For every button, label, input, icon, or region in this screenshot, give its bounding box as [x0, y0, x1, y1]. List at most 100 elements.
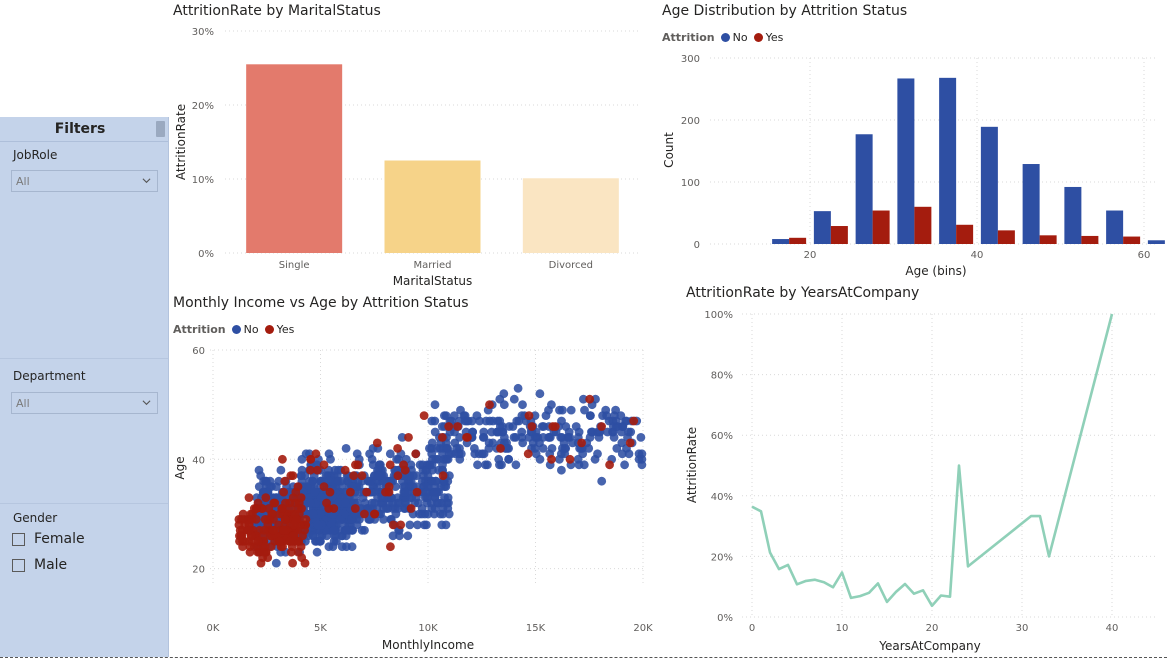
point-yes: [384, 482, 394, 491]
point-yes: [419, 411, 429, 420]
point-yes: [293, 482, 303, 491]
point-no: [312, 547, 322, 557]
point-yes: [300, 558, 310, 568]
point-yes: [437, 433, 447, 442]
point-yes: [296, 493, 306, 502]
y-axis-title: Age: [173, 456, 187, 479]
point-no: [603, 427, 612, 437]
y-axis-title: Count: [662, 132, 676, 168]
x-tick-label: 40: [1106, 623, 1119, 634]
scatter-legend-yes: Yes: [276, 323, 295, 336]
point-yes: [261, 493, 271, 502]
bar-yes: [914, 206, 932, 244]
point-no: [360, 525, 369, 535]
point-yes: [278, 454, 287, 464]
point-no: [565, 433, 575, 442]
point-no: [334, 476, 343, 486]
age-legend-no: No: [732, 31, 748, 44]
point-no: [408, 471, 418, 481]
point-yes: [393, 444, 402, 453]
point-yes: [485, 400, 494, 410]
point-no: [315, 509, 324, 519]
point-no: [470, 444, 479, 453]
point-no: [430, 427, 440, 437]
point-no: [326, 454, 335, 464]
point-no: [400, 487, 410, 497]
point-yes: [462, 433, 471, 442]
x-tick-label: 60: [1138, 250, 1151, 261]
point-no: [636, 433, 646, 442]
point-yes: [288, 471, 298, 481]
point-yes: [360, 509, 369, 519]
point-yes: [322, 498, 331, 508]
y-tick-label: 100%: [704, 310, 733, 321]
point-no: [509, 394, 519, 404]
jobrole-dropdown[interactable]: All: [11, 170, 158, 192]
point-no: [524, 433, 534, 442]
filters-title: Filters: [54, 121, 106, 137]
y-tick-label: 40%: [711, 492, 733, 503]
point-no: [423, 509, 433, 519]
point-no: [276, 465, 286, 475]
point-no: [425, 460, 435, 470]
y-tick-label: 60%: [711, 431, 733, 442]
bar-yes: [789, 237, 807, 244]
filter-scrollbar[interactable]: [156, 121, 165, 137]
bar-married: [384, 160, 481, 253]
x-tick-label: 20: [804, 250, 817, 261]
point-no: [557, 416, 566, 426]
y-tick-label: 20: [192, 565, 205, 576]
years-line-chart: 0% 20% 40% 60% 80% 100% 0 10 20 30 40 YearsAtCompan…: [685, 310, 1155, 653]
point-yes: [399, 460, 408, 470]
bar-no: [1064, 186, 1082, 244]
male-checkbox[interactable]: [12, 559, 25, 572]
y-tick-label: 100: [681, 178, 700, 189]
point-yes: [350, 504, 360, 513]
point-no: [610, 411, 619, 420]
x-axis-title: Age (bins): [905, 264, 966, 278]
age-legend-yes: Yes: [765, 31, 784, 44]
point-no: [271, 558, 281, 568]
scatter-chart-title: Monthly Income vs Age by Attrition Statu…: [173, 295, 469, 311]
point-no: [403, 531, 413, 541]
point-no: [374, 471, 383, 481]
point-yes: [279, 487, 288, 497]
female-checkbox[interactable]: [12, 533, 25, 546]
point-no: [329, 525, 339, 535]
point-yes: [234, 520, 244, 530]
point-no: [547, 400, 556, 410]
bar-no: [897, 78, 915, 245]
point-yes: [306, 465, 315, 475]
x-tick-label: Married: [413, 260, 451, 271]
age-chart-title: Age Distribution by Attrition Status: [662, 3, 908, 19]
point-yes: [269, 498, 279, 508]
bar-yes: [997, 230, 1015, 244]
gender-label: Gender: [13, 511, 58, 525]
point-yes: [412, 487, 422, 497]
age-histogram: 0 100 200 300 20 40 60 Age (bins) Count: [662, 54, 1165, 278]
bar-no: [855, 134, 873, 244]
gender-section-divider: [0, 503, 168, 504]
point-yes: [289, 520, 299, 530]
jobrole-label: JobRole: [13, 148, 58, 162]
department-dropdown[interactable]: All: [11, 392, 158, 414]
point-no: [367, 454, 377, 464]
point-no: [479, 427, 489, 437]
x-tick-label: 15K: [526, 623, 546, 634]
point-no: [370, 498, 379, 508]
point-yes: [280, 476, 290, 486]
bar-yes: [1123, 236, 1141, 244]
point-yes: [253, 536, 263, 546]
point-no: [609, 433, 619, 442]
point-no: [479, 449, 489, 459]
x-tick-label: Divorced: [549, 260, 593, 271]
point-yes: [301, 515, 311, 524]
point-no: [316, 536, 325, 546]
point-no: [340, 498, 350, 508]
report-bottom-border: [0, 657, 1167, 658]
report-blank-area: [0, 0, 168, 117]
y-tick-label: 40: [192, 455, 205, 466]
income-age-scatter: 20 40 60 0K 5K 10K 15K 20K MonthlyIncome Age: [173, 346, 653, 652]
point-yes: [275, 536, 284, 546]
bar-no: [980, 126, 998, 244]
